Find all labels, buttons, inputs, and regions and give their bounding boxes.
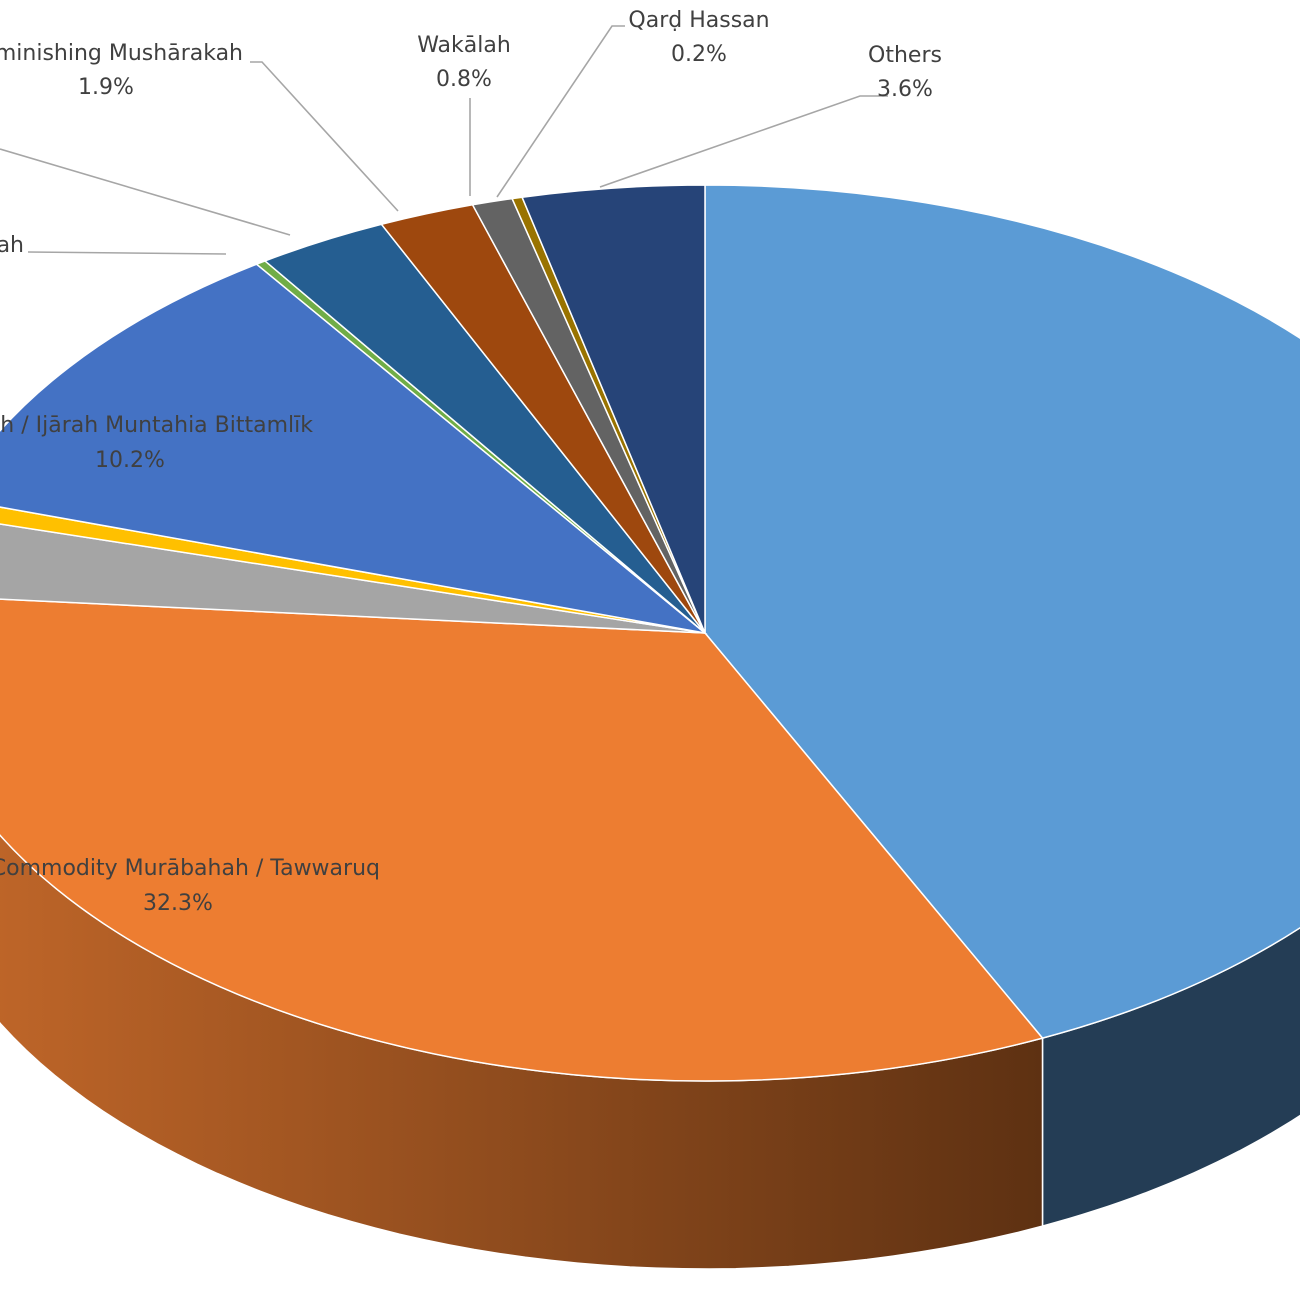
label-others-value: 3.6% — [877, 77, 933, 102]
leader-diminishing-musharakah — [250, 61, 399, 212]
label-others-name: Others — [868, 43, 942, 68]
label-qard-hassan-value: 0.2% — [671, 42, 727, 67]
label-qard-hassan-name: Qarḍ Hassan — [628, 8, 769, 33]
label-wakalah-value: 0.8% — [436, 67, 492, 92]
leader-musharakah — [27, 251, 227, 255]
data-labels: Others 3.6% Qarḍ Hassan 0.2% Wakālah 0.8… — [0, 8, 942, 916]
pie-slice-1-commodity-mur-bahah-tawwaruq — [0, 598, 1044, 1082]
leader-ijarah-muntahia — [0, 148, 291, 236]
label-ijarah-name: Ijārah / Ijārah Muntahia Bittamlīk — [0, 413, 313, 438]
label-diminishing-musharakah-name: Diminishing Mushārakah — [0, 41, 243, 66]
leader-others — [599, 95, 888, 188]
label-ijarah-value: 10.2% — [95, 448, 165, 473]
label-diminishing-musharakah-value: 1.9% — [78, 75, 134, 100]
label-commodity-murabahah-name: Commodity Murābahah / Tawwaruq — [0, 856, 380, 881]
label-musharakah-name: Musharakah — [0, 233, 24, 258]
leader-qard-hassan — [496, 25, 625, 198]
pie-slice-4-ij-rah-ij-rah-muntahia-bittaml-k — [0, 263, 708, 635]
pie-slice-10-others — [521, 184, 706, 634]
pie-slices — [0, 184, 1300, 1082]
label-wakalah-name: Wakālah — [417, 33, 511, 58]
label-commodity-murabahah-value: 32.3% — [143, 891, 213, 916]
leader-lines — [0, 25, 888, 255]
